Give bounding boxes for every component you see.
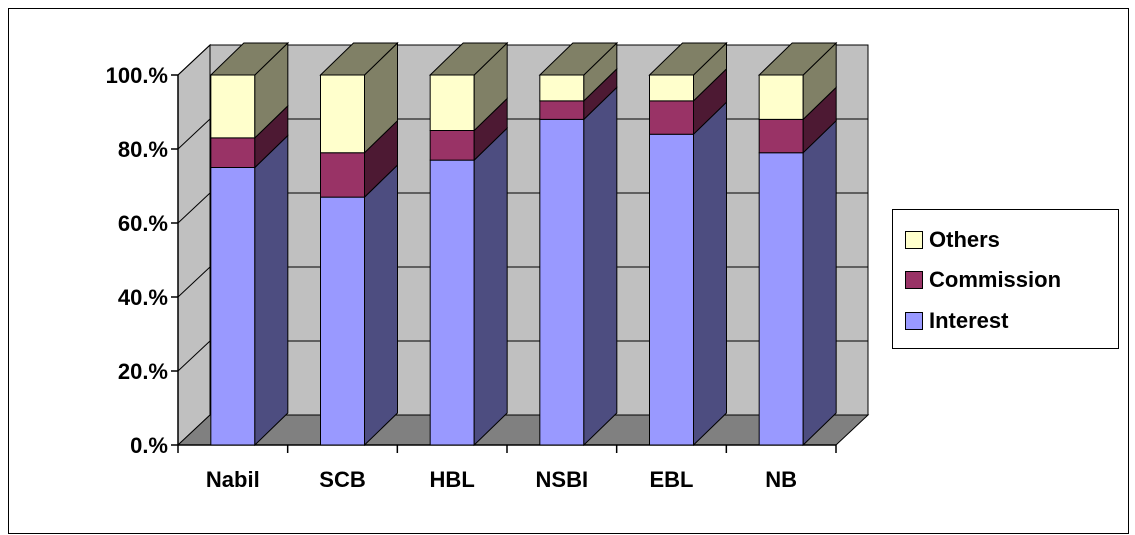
bar-ebl-interest-side [693, 101, 727, 447]
bar-scb-interest-side [364, 163, 398, 447]
bar-nabil-interest-front [210, 167, 256, 446]
category-label-nsbi: NSBI [536, 467, 589, 492]
legend-swatch-interest [905, 312, 923, 330]
category-label-ebl: EBL [650, 467, 694, 492]
bar-nb-others-top [757, 42, 838, 76]
bar-scb-interest-front [320, 196, 365, 446]
legend-label-interest: Interest [929, 308, 1009, 333]
bar-nabil-interest-side [254, 134, 289, 447]
legend-item-interest: Interest [905, 307, 1008, 335]
gridline [177, 44, 868, 76]
bar-nb-interest-front [758, 152, 804, 446]
legend-item-others: Others [905, 226, 1000, 254]
legend-label-commission: Commission [929, 267, 1062, 292]
bar-hbl-interest-front [429, 159, 475, 446]
bar-ebl-others-top [648, 42, 728, 76]
category-label-scb: SCB [319, 467, 365, 492]
category-label-nb: NB [765, 467, 797, 492]
gridline [177, 192, 868, 224]
bar-nb-interest-side [802, 119, 837, 447]
value-axis-tick-label: 0.% [130, 433, 168, 458]
bar-nabil-others-top [209, 42, 290, 76]
legend-label-others: Others [929, 227, 1000, 252]
bar-hbl-interest-side [473, 126, 508, 447]
chart-legend: Others Commission Interest [892, 209, 1119, 349]
gridline [177, 340, 868, 372]
bar-nsbi-commission-front [539, 100, 585, 120]
category-label-nabil: Nabil [206, 467, 260, 492]
bar-nb-others-front [758, 74, 804, 120]
legend-swatch-others [905, 231, 923, 249]
bar-scb-others-top [319, 42, 399, 76]
value-axis-tick-label: 60.% [118, 211, 168, 236]
legend-item-commission: Commission [905, 266, 1061, 294]
category-label-hbl: HBL [430, 467, 475, 492]
value-axis-tick-label: 100.% [106, 63, 168, 88]
value-axis-tick-label: 20.% [118, 359, 168, 384]
bar-hbl-others-front [429, 74, 475, 131]
value-axis-tick-label: 80.% [118, 137, 168, 162]
bar-nsbi-interest-front [539, 118, 585, 446]
value-axis-tick-label: 40.% [118, 285, 168, 310]
chart-side-wall [177, 43, 211, 447]
bar-hbl-others-top [428, 42, 509, 76]
bar-nsbi-others-top [538, 42, 619, 76]
bar-ebl-others-front [649, 74, 694, 102]
gridline [177, 266, 868, 298]
bar-nabil-others-front [210, 74, 256, 139]
bar-ebl-commission-front [649, 100, 694, 135]
bar-nsbi-others-front [539, 74, 585, 102]
bar-nb-commission-front [758, 118, 804, 154]
bar-scb-others-front [320, 74, 365, 154]
bar-nabil-commission-front [210, 137, 256, 168]
bar-hbl-commission-front [429, 130, 475, 161]
gridline [177, 118, 868, 150]
bar-nsbi-interest-side [583, 86, 618, 447]
bar-scb-commission-front [320, 152, 365, 198]
legend-swatch-commission [905, 271, 923, 289]
bar-ebl-interest-front [649, 133, 694, 446]
